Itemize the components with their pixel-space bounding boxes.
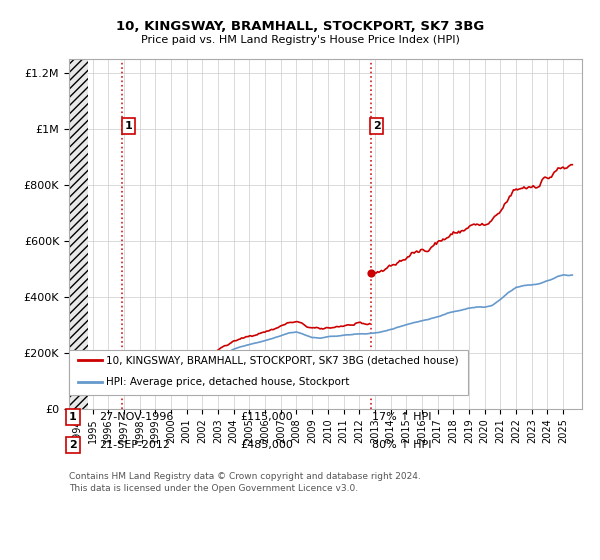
Point: [366, 269, 376, 278]
Text: 21-SEP-2012: 21-SEP-2012: [99, 440, 170, 450]
Text: £485,000: £485,000: [240, 440, 293, 450]
Text: 1: 1: [69, 412, 77, 422]
Text: 17% ↑ HPI: 17% ↑ HPI: [372, 412, 431, 422]
Text: Contains HM Land Registry data © Crown copyright and database right 2024.
This d: Contains HM Land Registry data © Crown c…: [69, 472, 421, 493]
Text: 1: 1: [125, 121, 133, 131]
Text: 27-NOV-1996: 27-NOV-1996: [99, 412, 173, 422]
Text: 10, KINGSWAY, BRAMHALL, STOCKPORT, SK7 3BG: 10, KINGSWAY, BRAMHALL, STOCKPORT, SK7 3…: [116, 20, 484, 32]
Text: 2: 2: [373, 121, 380, 131]
Text: Price paid vs. HM Land Registry's House Price Index (HPI): Price paid vs. HM Land Registry's House …: [140, 35, 460, 45]
Text: 80% ↑ HPI: 80% ↑ HPI: [372, 440, 431, 450]
Text: HPI: Average price, detached house, Stockport: HPI: Average price, detached house, Stoc…: [106, 377, 350, 388]
Text: 2: 2: [69, 440, 77, 450]
Text: £115,000: £115,000: [240, 412, 293, 422]
Bar: [69, 59, 88, 409]
Text: 10, KINGSWAY, BRAMHALL, STOCKPORT, SK7 3BG (detached house): 10, KINGSWAY, BRAMHALL, STOCKPORT, SK7 3…: [106, 355, 459, 365]
Point: [118, 372, 127, 381]
